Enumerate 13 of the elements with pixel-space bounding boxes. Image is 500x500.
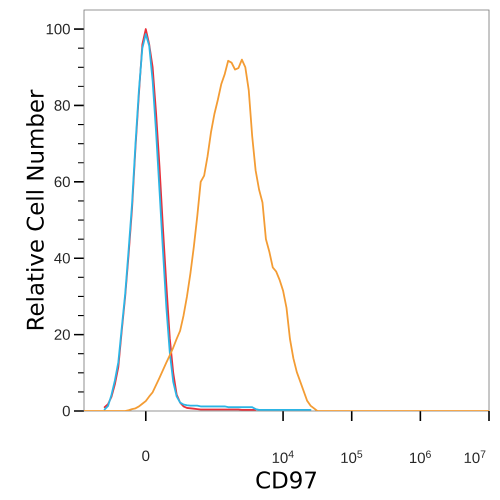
- y-tick-label: 100: [46, 24, 70, 34]
- y-tick-label: 0: [62, 406, 70, 416]
- y-tick-label: 80: [54, 100, 70, 111]
- x-tick-label: 0: [142, 450, 150, 462]
- x-tick-label: 10$^{5}$: [341, 450, 362, 464]
- x-tick-label: 10$^{4}$: [272, 450, 294, 464]
- x-tick-label: 10$^{7}$: [464, 450, 486, 464]
- y-tick-label: 60: [54, 176, 70, 188]
- y-tick-label: 20: [54, 329, 70, 340]
- x-tick-label: 10$^{6}$: [410, 450, 431, 464]
- y-axis-title: Relative Cell Number: [26, 90, 44, 330]
- y-tick-label: 40: [54, 252, 70, 264]
- x-axis-title: CD97: [256, 471, 316, 489]
